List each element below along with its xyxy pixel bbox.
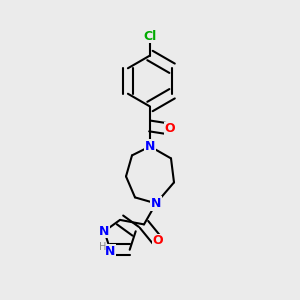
Text: N: N: [105, 245, 116, 258]
Text: H: H: [99, 242, 106, 252]
Text: O: O: [164, 122, 175, 136]
Text: O: O: [152, 234, 163, 248]
Text: N: N: [99, 225, 110, 238]
Text: Cl: Cl: [143, 29, 157, 43]
Text: N: N: [145, 140, 155, 153]
Text: N: N: [151, 197, 161, 210]
